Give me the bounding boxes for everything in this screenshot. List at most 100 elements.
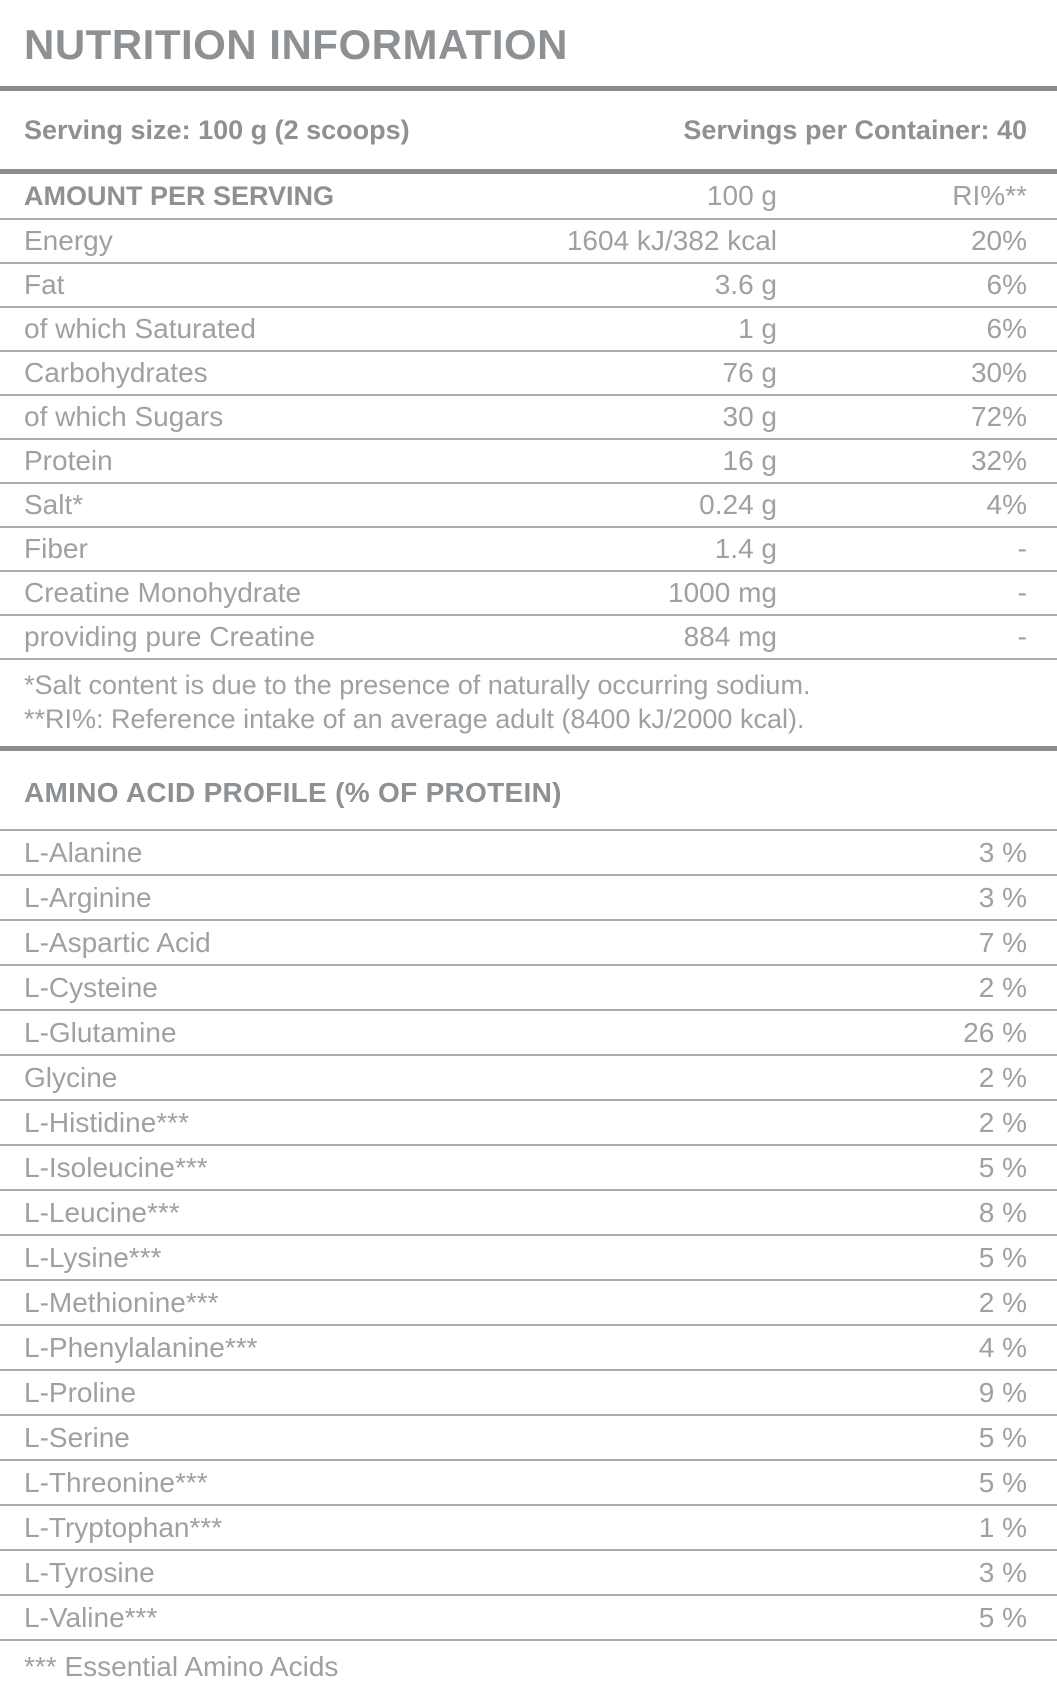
amino-name: L-Tryptophan***: [24, 1511, 223, 1543]
amino-percent: 2 %: [978, 1106, 1027, 1138]
serving-info-row: Serving size: 100 g (2 scoops) Servings …: [0, 91, 1057, 169]
amino-row: L-Leucine*** 8 %: [0, 1191, 1057, 1236]
table-row: Protein 16 g 32%: [0, 440, 1057, 484]
amino-name: L-Tyrosine: [24, 1556, 155, 1588]
divider-thick-amino: [0, 746, 1057, 751]
row-name: Carbohydrates: [24, 357, 208, 388]
amino-percent: 3 %: [978, 881, 1027, 913]
amino-percent: 1 %: [978, 1511, 1027, 1543]
nutrition-table: AMOUNT PER SERVING 100 g RI%** Energy 16…: [0, 174, 1057, 660]
amino-percent: 2 %: [978, 1286, 1027, 1318]
amino-percent: 8 %: [978, 1196, 1027, 1228]
amino-profile-heading: AMINO ACID PROFILE (% OF PROTEIN): [24, 777, 562, 808]
amino-name: L-Arginine: [24, 881, 152, 913]
row-amount: 1.4 g: [714, 533, 777, 564]
row-ri-percent: -: [1017, 533, 1027, 564]
amino-percent: 2 %: [978, 971, 1027, 1003]
amino-row: L-Lysine*** 5 %: [0, 1236, 1057, 1281]
amino-percent: 5 %: [978, 1421, 1027, 1453]
amino-percent: 4 %: [978, 1331, 1027, 1363]
row-ri-percent: 4%: [986, 489, 1027, 520]
row-name: Salt*: [24, 489, 84, 520]
amino-name: L-Proline: [24, 1376, 137, 1408]
amino-row: L-Glutamine 26 %: [0, 1011, 1057, 1056]
table-row: of which Sugars 30 g 72%: [0, 396, 1057, 440]
amino-percent: 5 %: [978, 1151, 1027, 1183]
amino-row: L-Alanine 3 %: [0, 831, 1057, 876]
row-amount: 16 g: [722, 445, 778, 476]
row-name: Creatine Monohydrate: [24, 577, 302, 608]
table-row: Salt* 0.24 g 4%: [0, 484, 1057, 528]
row-ri-percent: 6%: [986, 313, 1027, 344]
amino-name: L-Threonine***: [24, 1466, 208, 1498]
row-amount: 1604 kJ/382 kcal: [566, 225, 777, 256]
amino-name: L-Glutamine: [24, 1016, 177, 1048]
row-amount: 3.6 g: [714, 269, 777, 300]
row-ri-percent: 72%: [970, 401, 1027, 432]
nutrition-table-body: Energy 1604 kJ/382 kcal 20% Fat 3.6 g 6%…: [0, 220, 1057, 660]
row-name: of which Sugars: [24, 401, 224, 432]
table-row: providing pure Creatine 884 mg -: [0, 616, 1057, 660]
amino-percent: 2 %: [978, 1061, 1027, 1093]
amino-row: Glycine 2 %: [0, 1056, 1057, 1101]
amino-row: L-Valine*** 5 %: [0, 1596, 1057, 1641]
page-title: NUTRITION INFORMATION: [24, 21, 568, 68]
table-row: Fat 3.6 g 6%: [0, 264, 1057, 308]
header-amount-per-serving: AMOUNT PER SERVING: [24, 180, 335, 211]
table-row: Creatine Monohydrate 1000 mg -: [0, 572, 1057, 616]
amino-row: L-Serine 5 %: [0, 1416, 1057, 1461]
table-row: Fiber 1.4 g -: [0, 528, 1057, 572]
amino-row: L-Tryptophan*** 1 %: [0, 1506, 1057, 1551]
serving-size: Serving size: 100 g (2 scoops): [24, 114, 410, 145]
amino-name: Glycine: [24, 1061, 118, 1093]
amino-percent: 5 %: [978, 1601, 1027, 1633]
nutrition-footnotes: *Salt content is due to the presence of …: [0, 660, 1057, 746]
row-ri-percent: 30%: [970, 357, 1027, 388]
amino-row: L-Proline 9 %: [0, 1371, 1057, 1416]
table-row: of which Saturated 1 g 6%: [0, 308, 1057, 352]
table-row: Energy 1604 kJ/382 kcal 20%: [0, 220, 1057, 264]
amino-percent: 3 %: [978, 836, 1027, 868]
amino-row: L-Aspartic Acid 7 %: [0, 921, 1057, 966]
row-ri-percent: 6%: [986, 269, 1027, 300]
row-amount: 76 g: [722, 357, 778, 388]
footnote-essential-amino-acids: *** Essential Amino Acids: [24, 1651, 339, 1682]
row-amount: 1 g: [738, 313, 777, 344]
row-ri-percent: -: [1017, 621, 1027, 652]
amino-percent: 5 %: [978, 1466, 1027, 1498]
footnote-salt: *Salt content is due to the presence of …: [24, 670, 811, 700]
row-name: Fiber: [24, 533, 88, 564]
amino-row: L-Phenylalanine*** 4 %: [0, 1326, 1057, 1371]
amino-name: L-Isoleucine***: [24, 1151, 208, 1183]
row-amount: 884 mg: [683, 621, 777, 652]
amino-name: L-Valine***: [24, 1601, 158, 1633]
row-name: Fat: [24, 269, 65, 300]
amino-name: L-Histidine***: [24, 1106, 189, 1138]
amino-percent: 3 %: [978, 1556, 1027, 1588]
amino-row: L-Tyrosine 3 %: [0, 1551, 1057, 1596]
row-amount: 0.24 g: [699, 489, 777, 520]
row-name: Energy: [24, 225, 113, 256]
row-ri-percent: -: [1017, 577, 1027, 608]
amino-name: L-Aspartic Acid: [24, 926, 211, 958]
amino-name: L-Cysteine: [24, 971, 158, 1003]
table-row: Carbohydrates 76 g 30%: [0, 352, 1057, 396]
row-amount: 30 g: [722, 401, 778, 432]
header-ri-percent: RI%**: [952, 180, 1027, 211]
amino-acid-table: L-Alanine 3 % L-Arginine 3 % L-Aspartic …: [0, 829, 1057, 1641]
row-name: Protein: [24, 445, 113, 476]
amino-row: L-Histidine*** 2 %: [0, 1101, 1057, 1146]
amino-percent: 9 %: [978, 1376, 1027, 1408]
row-ri-percent: 20%: [970, 225, 1027, 256]
header-quantity: 100 g: [706, 180, 777, 211]
amino-row: L-Threonine*** 5 %: [0, 1461, 1057, 1506]
divider-thick-top: [0, 86, 1057, 91]
divider-thick-table-top: [0, 169, 1057, 174]
amino-percent: 26 %: [963, 1016, 1027, 1048]
amino-row: L-Methionine*** 2 %: [0, 1281, 1057, 1326]
amino-name: L-Alanine: [24, 836, 143, 868]
footnote-ri: **RI%: Reference intake of an average ad…: [24, 704, 805, 734]
amino-row: L-Cysteine 2 %: [0, 966, 1057, 1011]
amino-name: L-Methionine***: [24, 1286, 219, 1318]
